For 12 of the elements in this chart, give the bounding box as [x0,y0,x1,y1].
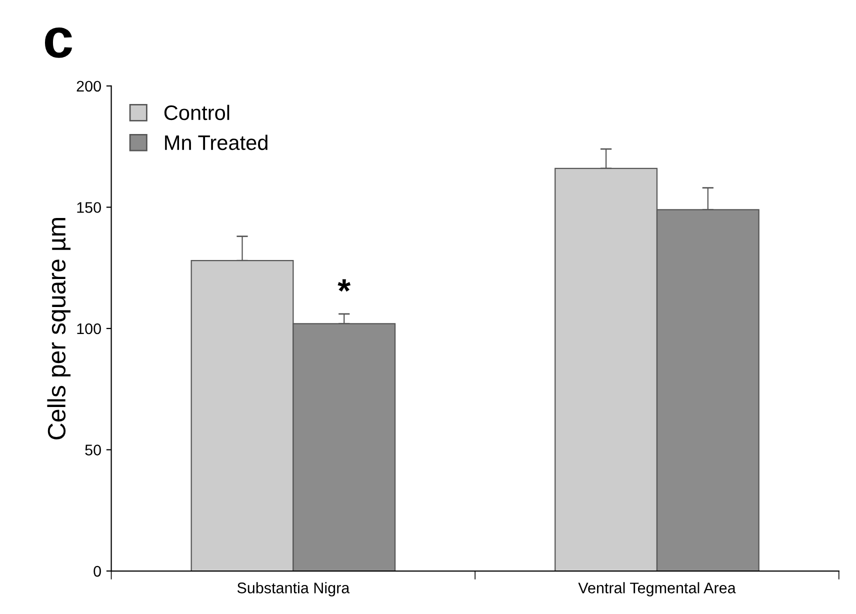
x-tick-label: Ventral Tegmental Area [578,582,736,596]
y-tick-label: 100 [77,323,101,334]
y-tick-label: 150 [77,202,101,213]
x-tick-label: Substantia Nigra [237,582,350,596]
legend-label: Control [164,104,230,120]
legend-label: Mn Treated [165,134,268,150]
y-tick-label: 200 [76,80,101,92]
y-tick-label: 50 [85,444,101,456]
chart-title: c [44,27,72,58]
y-tick-label: 0 [94,566,101,577]
y-axis-title: Cells per square µm [47,218,71,440]
annotation: * [338,279,351,292]
